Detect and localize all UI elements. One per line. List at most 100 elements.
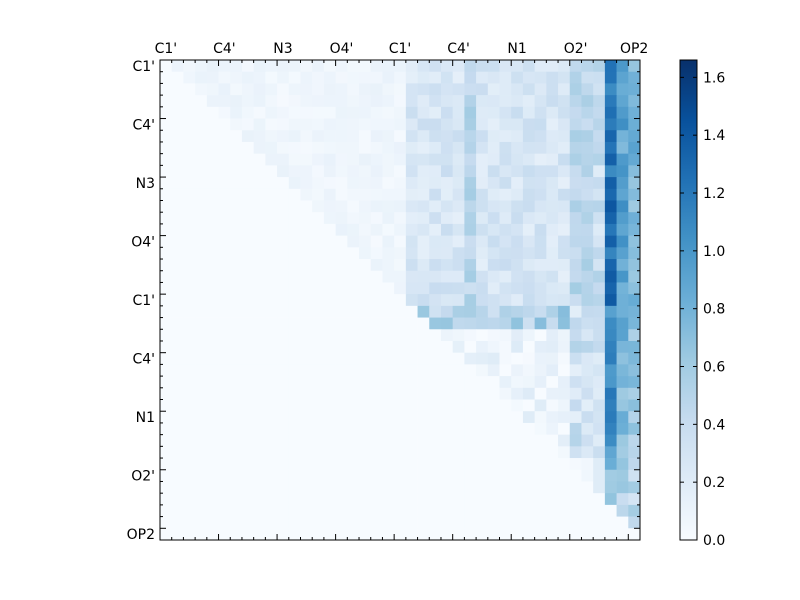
heatmap-cell bbox=[253, 259, 266, 272]
heatmap-cell bbox=[581, 212, 594, 225]
heatmap-cell bbox=[195, 165, 208, 178]
heatmap-cell bbox=[499, 469, 512, 482]
heatmap-cell bbox=[417, 329, 430, 342]
heatmap-cell bbox=[487, 469, 500, 482]
heatmap-cell bbox=[288, 294, 301, 307]
heatmap-cell bbox=[628, 493, 641, 506]
heatmap-cell bbox=[546, 294, 559, 307]
heatmap-cell bbox=[558, 399, 571, 412]
heatmap-cell bbox=[195, 329, 208, 342]
heatmap-cell bbox=[359, 141, 372, 155]
heatmap-cell bbox=[558, 481, 571, 494]
heatmap-cell bbox=[628, 212, 641, 225]
heatmap-cell bbox=[300, 60, 313, 73]
heatmap-cell bbox=[265, 165, 278, 178]
heatmap-cell bbox=[499, 83, 512, 96]
heatmap-cell bbox=[370, 141, 383, 155]
heatmap-cell bbox=[253, 60, 266, 73]
heatmap-cell bbox=[394, 270, 407, 283]
heatmap-cell bbox=[288, 223, 301, 236]
heatmap-cell bbox=[604, 422, 617, 435]
heatmap-cell bbox=[604, 223, 617, 236]
heatmap-cell bbox=[394, 141, 407, 155]
heatmap-cell bbox=[347, 60, 360, 73]
heatmap-cell bbox=[452, 528, 465, 541]
heatmap-cell bbox=[241, 458, 255, 471]
heatmap-cell bbox=[394, 212, 407, 225]
heatmap-cell bbox=[628, 200, 641, 213]
heatmap-cell bbox=[511, 60, 524, 73]
heatmap-cell bbox=[171, 493, 184, 506]
heatmap-cell bbox=[405, 130, 418, 143]
heatmap-cell bbox=[604, 446, 617, 459]
heatmap-cell bbox=[581, 106, 594, 119]
heatmap-cell bbox=[487, 71, 500, 84]
heatmap-cell bbox=[464, 188, 477, 201]
heatmap-cell bbox=[558, 446, 571, 459]
heatmap-cell bbox=[347, 469, 360, 482]
heatmap-cell bbox=[288, 247, 301, 260]
heatmap-cell bbox=[277, 130, 290, 143]
heatmap-cell bbox=[628, 223, 641, 236]
heatmap-cell bbox=[347, 294, 360, 307]
heatmap-cell bbox=[183, 165, 196, 178]
heatmap-cell bbox=[429, 317, 442, 330]
heatmap-cell bbox=[230, 422, 243, 435]
heatmap-cell bbox=[370, 516, 383, 529]
heatmap-cell bbox=[464, 469, 477, 482]
heatmap-cell bbox=[440, 60, 454, 73]
heatmap-cell bbox=[323, 282, 336, 295]
heatmap-cell bbox=[323, 446, 336, 459]
heatmap-cell bbox=[476, 528, 489, 541]
heatmap-cell bbox=[300, 352, 313, 365]
heatmap-cell bbox=[616, 528, 629, 541]
heatmap-cell bbox=[277, 259, 290, 272]
heatmap-cell bbox=[476, 212, 489, 225]
heatmap-cell bbox=[511, 422, 524, 435]
heatmap-cell bbox=[534, 71, 547, 84]
heatmap-cell bbox=[394, 153, 407, 166]
heatmap-cell bbox=[288, 270, 301, 283]
heatmap-cell bbox=[581, 282, 594, 295]
heatmap-cell bbox=[347, 528, 360, 541]
heatmap-cell bbox=[300, 329, 313, 342]
heatmap-cell bbox=[440, 141, 454, 155]
heatmap-cell bbox=[382, 282, 395, 295]
heatmap-cell bbox=[429, 60, 442, 73]
heatmap-cell bbox=[546, 528, 559, 541]
heatmap-cell bbox=[230, 493, 243, 506]
heatmap-cell bbox=[347, 411, 360, 424]
heatmap-cell bbox=[440, 212, 454, 225]
heatmap-cells bbox=[160, 60, 641, 541]
heatmap-cell bbox=[452, 153, 465, 166]
heatmap-cell bbox=[347, 270, 360, 283]
heatmap-cell bbox=[569, 212, 582, 225]
heatmap-cell bbox=[394, 165, 407, 178]
heatmap-cell bbox=[593, 387, 606, 400]
heatmap-cell bbox=[452, 340, 465, 354]
heatmap-cell bbox=[195, 294, 208, 307]
heatmap-cell bbox=[230, 200, 243, 213]
heatmap-cell bbox=[382, 165, 395, 178]
heatmap-cell bbox=[265, 71, 278, 84]
heatmap-cell bbox=[195, 481, 208, 494]
heatmap-cell bbox=[195, 118, 208, 131]
heatmap-cell bbox=[160, 212, 173, 225]
heatmap-cell bbox=[604, 329, 617, 342]
heatmap-cell bbox=[370, 130, 383, 143]
heatmap-cell bbox=[253, 282, 266, 295]
heatmap-cell bbox=[323, 387, 336, 400]
heatmap-cell bbox=[417, 317, 430, 330]
heatmap-cell bbox=[476, 516, 489, 529]
heatmap-cell bbox=[347, 376, 360, 389]
heatmap-cell bbox=[359, 528, 372, 541]
heatmap-cell bbox=[604, 282, 617, 295]
heatmap-cell bbox=[429, 493, 442, 506]
heatmap-cell bbox=[593, 165, 606, 178]
heatmap-cell bbox=[464, 177, 477, 190]
heatmap-cell bbox=[546, 411, 559, 424]
heatmap-cell bbox=[323, 71, 336, 84]
heatmap-cell bbox=[511, 83, 524, 96]
heatmap-cell bbox=[522, 446, 535, 459]
heatmap-cell bbox=[218, 364, 231, 377]
